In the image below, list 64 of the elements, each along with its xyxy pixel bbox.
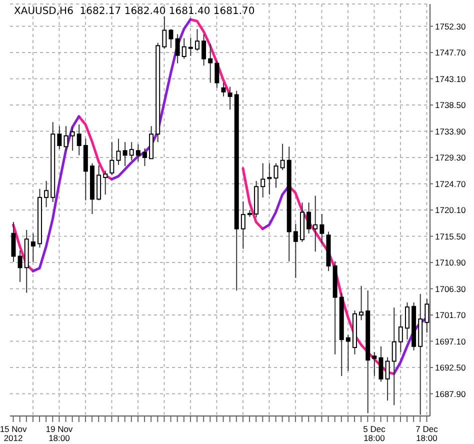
y-tick-label: 1738.50 bbox=[435, 100, 466, 110]
x-tick-label: 15 Nov 2012 bbox=[0, 424, 28, 443]
candlestick bbox=[274, 162, 278, 188]
candlestick bbox=[260, 162, 266, 198]
candlestick bbox=[346, 334, 350, 372]
y-tick-label: 1724.70 bbox=[435, 178, 466, 189]
candlestick bbox=[228, 86, 232, 110]
candlestick bbox=[122, 142, 128, 167]
y-tick-label: 1752.30 bbox=[435, 21, 466, 32]
candlestick bbox=[64, 126, 68, 152]
candlestick bbox=[404, 302, 410, 340]
y-tick-label: 1743.10 bbox=[435, 74, 466, 84]
y-tick-label: 1687.90 bbox=[435, 388, 466, 399]
y-tick-label: 1697.10 bbox=[435, 336, 466, 346]
candlestick bbox=[208, 43, 213, 84]
chart-title: XAUUSD,H6 1682.17 1682.40 1681.40 1681.70 bbox=[14, 6, 255, 17]
candlestick bbox=[313, 195, 318, 252]
candlestick bbox=[57, 126, 62, 150]
y-tick-label: 1706.30 bbox=[435, 284, 466, 294]
candlestick bbox=[398, 314, 403, 353]
candlestick bbox=[30, 232, 36, 262]
candlestick bbox=[320, 213, 324, 244]
candlestick bbox=[76, 124, 82, 156]
candlestick bbox=[175, 34, 180, 64]
candlestick bbox=[202, 34, 206, 66]
candlestick bbox=[129, 142, 134, 161]
y-tick-label: 1715.50 bbox=[435, 231, 466, 242]
candlestick bbox=[11, 221, 16, 262]
candlestick bbox=[359, 285, 364, 321]
y-tick-label: 1701.70 bbox=[435, 310, 466, 320]
candlestick bbox=[293, 223, 298, 278]
candlestick bbox=[194, 28, 200, 52]
candlestick bbox=[116, 138, 121, 166]
candlestick bbox=[110, 142, 114, 176]
y-tick-label: 1747.70 bbox=[435, 48, 466, 58]
candlestick bbox=[96, 164, 102, 201]
candlestick bbox=[267, 162, 272, 196]
candlestick bbox=[18, 250, 22, 282]
x-tick-label: 7 Dec 18:00 bbox=[416, 424, 439, 443]
candlestick bbox=[306, 202, 312, 234]
candlestick bbox=[214, 60, 220, 88]
y-tick-label: 1692.50 bbox=[435, 362, 466, 373]
y-tick-label: 1710.90 bbox=[435, 258, 466, 268]
x-tick-label: 5 Dec 18:00 bbox=[363, 424, 386, 443]
candlestick bbox=[280, 143, 285, 171]
candlestick bbox=[142, 148, 147, 167]
x-tick-label: 19 Nov 18:00 bbox=[46, 424, 74, 443]
candlestick bbox=[240, 200, 246, 250]
y-tick-label: 1720.10 bbox=[435, 205, 466, 216]
candlestick bbox=[168, 28, 174, 48]
candlestick bbox=[221, 82, 226, 97]
y-tick-label: 1729.30 bbox=[435, 152, 466, 163]
y-tick-label: 1733.90 bbox=[435, 126, 466, 136]
candlestick bbox=[103, 170, 108, 196]
candlestick bbox=[44, 180, 49, 208]
candlestick bbox=[182, 38, 186, 60]
candlestick bbox=[188, 37, 193, 56]
candlestick bbox=[136, 144, 140, 162]
candlestick bbox=[162, 16, 167, 50]
candlestick bbox=[385, 356, 390, 402]
candlestick bbox=[372, 352, 377, 377]
candlestick bbox=[378, 346, 384, 382]
candlestick bbox=[392, 307, 396, 406]
candlestick bbox=[70, 126, 75, 152]
